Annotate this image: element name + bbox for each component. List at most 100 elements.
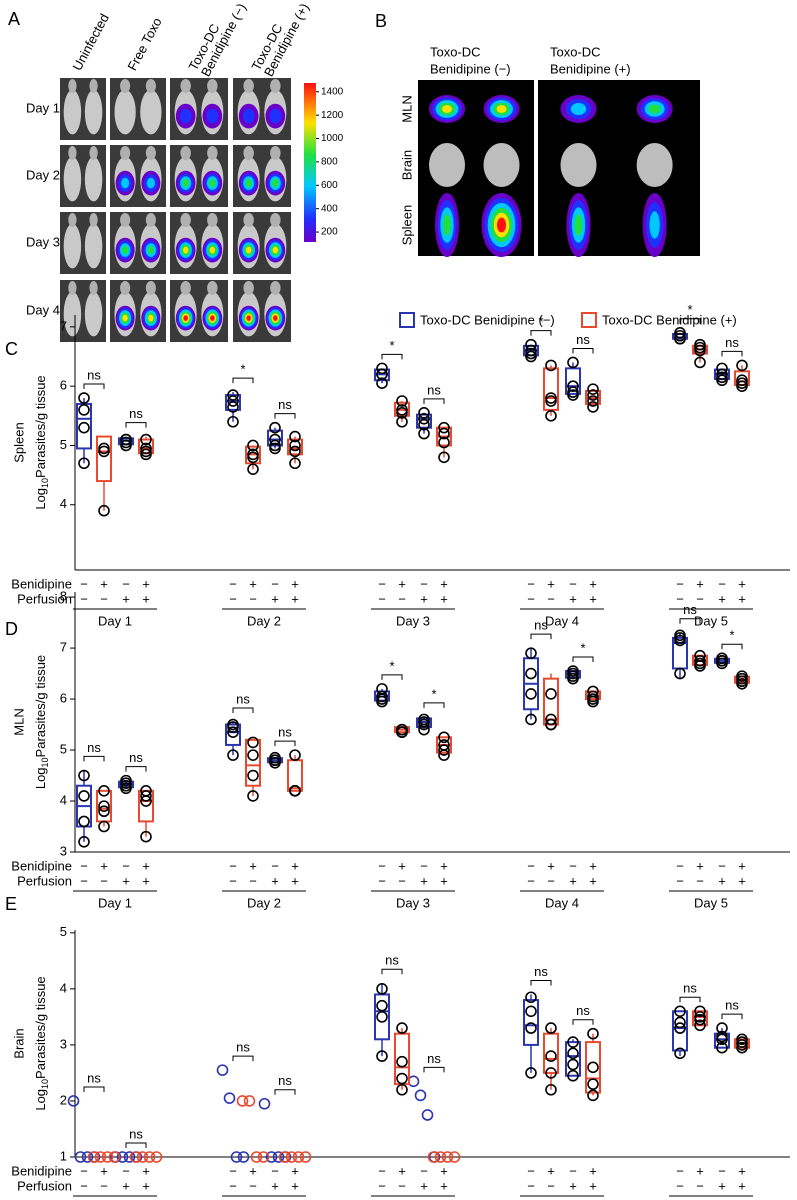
data-point [694, 1019, 706, 1032]
data-point [567, 1047, 579, 1060]
data-point [98, 805, 110, 818]
data-point [101, 1151, 114, 1163]
row-label: Day 4 [26, 302, 60, 317]
data-point [258, 1097, 271, 1110]
panel-letter: D [5, 619, 18, 639]
y-tick-label: 5 [60, 437, 67, 452]
mouse-body [63, 156, 82, 202]
colorbar-tick-label: 600 [321, 180, 338, 191]
mouse-head [145, 79, 156, 93]
data-point [545, 359, 557, 372]
data-point [289, 430, 301, 443]
condition-sign: + [440, 873, 448, 888]
data-point [120, 782, 132, 795]
condition-sign: − [378, 576, 386, 591]
signal-blob [574, 214, 583, 236]
condition-sign: + [249, 858, 257, 873]
data-point [674, 667, 686, 680]
data-point [250, 1151, 263, 1163]
condition-sign: − [718, 576, 726, 591]
y-axis-label-part: Parasites/g tissue [33, 976, 48, 1079]
condition-sign: − [100, 591, 108, 606]
condition-sign: − [569, 576, 577, 591]
significance-label: ns [129, 1126, 143, 1141]
condition-sign: + [718, 873, 726, 888]
data-point [418, 718, 430, 731]
condition-sign: − [527, 873, 535, 888]
brain [429, 143, 465, 187]
panel-letter: B [375, 11, 387, 31]
condition-sign: + [547, 576, 555, 591]
data-point [587, 389, 599, 401]
significance-label: ns [129, 406, 143, 421]
condition-sign: − [569, 858, 577, 873]
signal-blob [242, 108, 255, 124]
y-axis-label: Log10Parasites/g tissue [33, 976, 50, 1110]
mouse-head [120, 213, 131, 227]
data-point [292, 1151, 305, 1163]
data-point [438, 451, 450, 464]
significance-bracket [232, 1055, 254, 1062]
y-tick-label: 1 [60, 1148, 67, 1163]
mouse-head [89, 146, 98, 160]
data-point [98, 504, 110, 517]
data-point [694, 341, 706, 354]
condition-sign: − [420, 576, 428, 591]
condition-sign: − [122, 576, 130, 591]
mouse-head [89, 281, 98, 295]
significance-label: ns [87, 740, 101, 755]
data-point [587, 1089, 599, 1102]
condition-sign: − [398, 1178, 406, 1193]
mouse-head [207, 281, 218, 295]
significance-label: ns [534, 964, 548, 979]
data-point [116, 1151, 129, 1163]
data-point [78, 421, 90, 434]
significance-bracket [423, 398, 445, 404]
data-point [289, 445, 301, 458]
data-point [78, 392, 90, 404]
condition-sign: − [100, 873, 108, 888]
y-axis-label: Log10Parasites/g tissue [33, 655, 50, 789]
condition-sign: + [398, 858, 406, 873]
data-point [227, 395, 239, 407]
data-point [545, 395, 557, 407]
x-tick-label: Day 1 [98, 895, 132, 910]
signal-blob [496, 217, 507, 233]
condition-sign: − [80, 873, 88, 888]
x-tick-label: Day 5 [694, 613, 728, 628]
data-point [78, 790, 90, 802]
data-point [396, 1022, 408, 1034]
significance-bracket [83, 383, 105, 390]
significance-bracket [572, 1019, 594, 1025]
signal-blob [272, 246, 279, 254]
condition-sign: − [527, 1178, 535, 1193]
data-point [227, 721, 239, 733]
x-tick-label: Day 1 [98, 613, 132, 628]
data-point [247, 448, 259, 461]
signal-blob [182, 178, 189, 188]
significance-bracket [381, 674, 403, 680]
data-point [674, 329, 686, 342]
mouse-head [207, 146, 218, 160]
data-point [418, 723, 430, 736]
data-point [694, 660, 706, 672]
data-point [98, 442, 110, 455]
significance-label: * [538, 314, 543, 329]
data-point [269, 421, 281, 434]
condition-sign: − [122, 1163, 130, 1178]
data-point [525, 688, 537, 700]
data-point [285, 1151, 298, 1163]
condition-sign: + [122, 591, 130, 606]
significance-bracket [232, 377, 254, 384]
data-point [98, 820, 110, 833]
mouse-head [120, 79, 131, 93]
y-axis-label-sub: 10 [40, 1079, 50, 1089]
data-point [567, 1058, 579, 1071]
signal-blob [146, 177, 155, 189]
significance-bracket [232, 707, 254, 713]
y-tick-label: 2 [60, 1092, 67, 1107]
condition-sign: + [440, 1178, 448, 1193]
condition-label: Benidipine [11, 1163, 72, 1178]
condition-sign: − [676, 1178, 684, 1193]
data-point [230, 1151, 243, 1163]
